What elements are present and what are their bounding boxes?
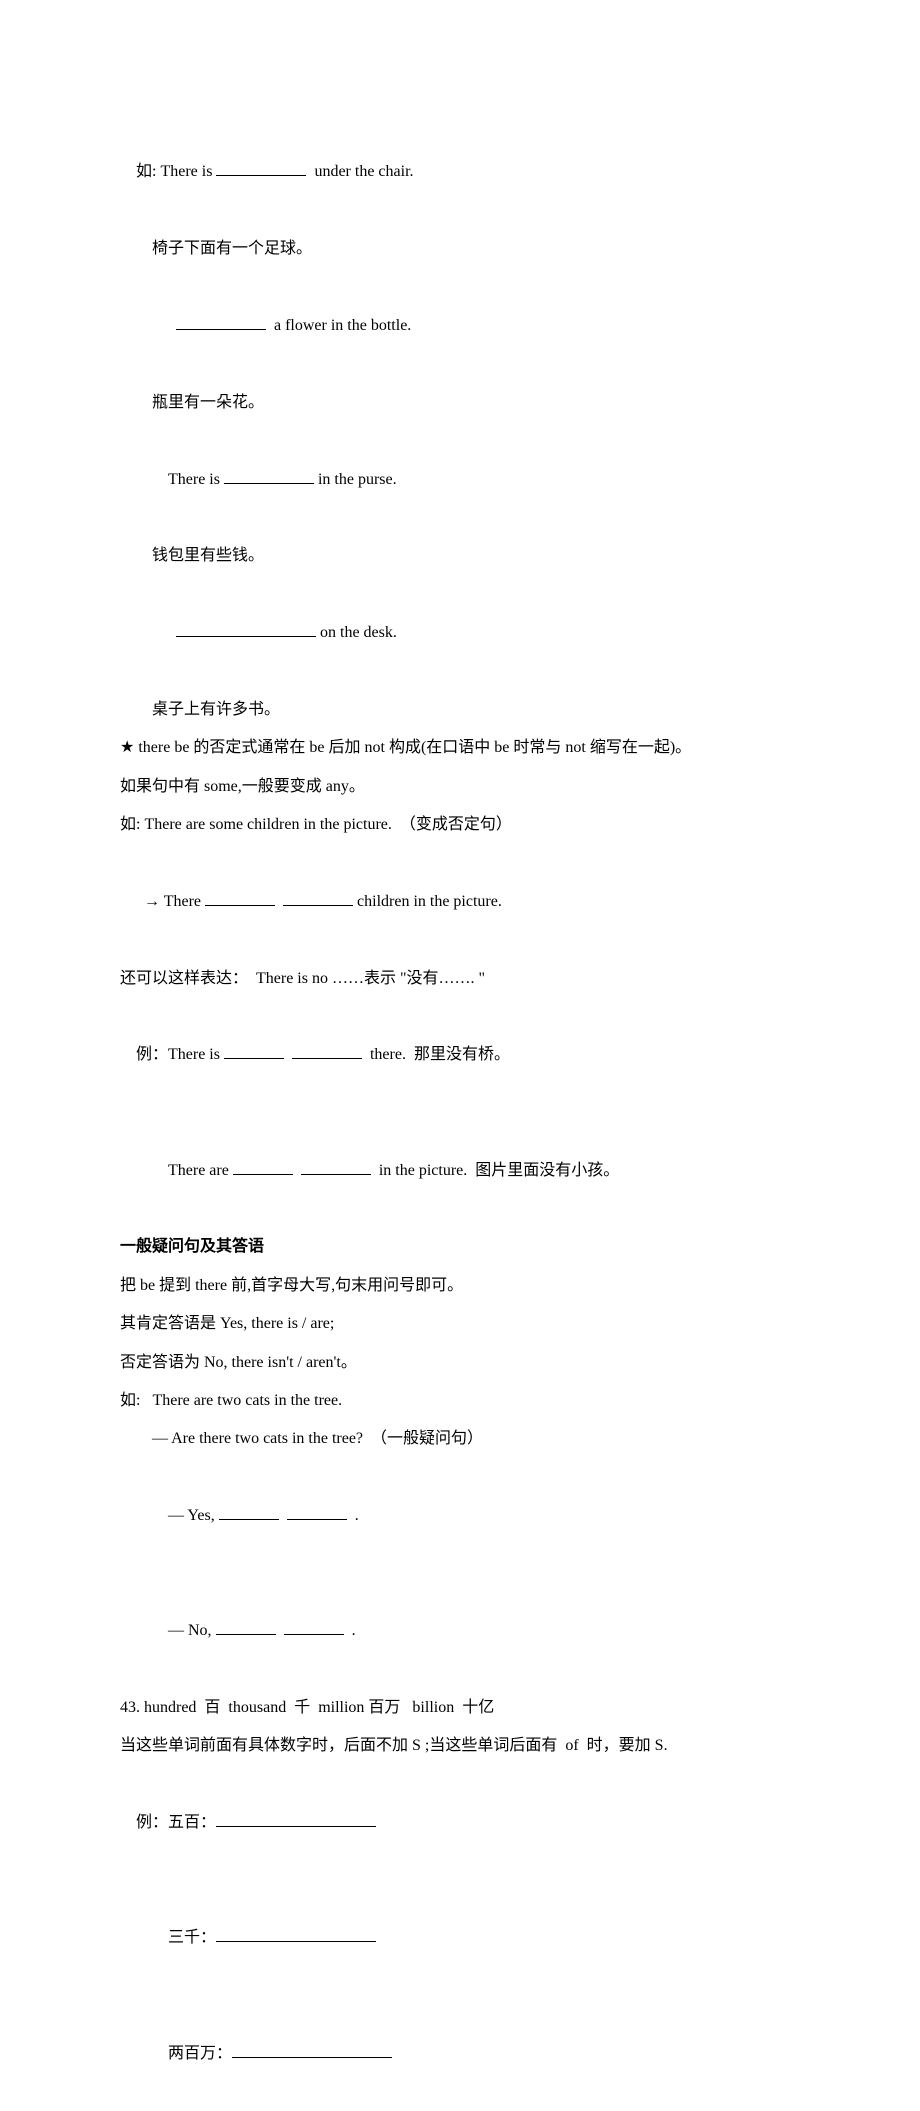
- text: [293, 1162, 301, 1179]
- text-line: 瓶里有一朵花。: [120, 384, 800, 422]
- text: [168, 317, 176, 334]
- text-line: ★ there be 的否定式通常在 be 后加 not 构成(在口语中 be …: [120, 729, 800, 767]
- blank-fill: [216, 1810, 376, 1827]
- text: 例：五百：: [136, 1814, 216, 1831]
- text-line: on the desk.: [120, 576, 800, 691]
- text-line: 钱包里有些钱。: [120, 537, 800, 575]
- text-line: There is in the purse.: [120, 422, 800, 537]
- blank-fill: [176, 313, 266, 330]
- text-line: 其肯定答语是 Yes, there is / are;: [120, 1305, 800, 1343]
- text-line: 当这些单词前面有具体数字时，后面不加 S ;当这些单词后面有 of 时，要加 S…: [120, 1727, 800, 1765]
- blank-fill: [224, 467, 314, 484]
- text: 例：There is: [136, 1046, 224, 1063]
- text-line: 如: There are some children in the pictur…: [120, 806, 800, 844]
- blank-fill: [176, 620, 316, 637]
- blank-fill: [216, 1618, 276, 1635]
- text: There are: [168, 1162, 233, 1179]
- text: [279, 1507, 287, 1524]
- blank-fill: [232, 2041, 392, 2058]
- blank-fill: [287, 1503, 347, 1520]
- text: 两百万：: [168, 2045, 232, 2062]
- text: there. 那里没有桥。: [362, 1046, 510, 1063]
- text-line: There are in the picture. 图片里面没有小孩。: [120, 1113, 800, 1228]
- blank-fill: [224, 1042, 284, 1059]
- text-line: 把 be 提到 there 前,首字母大写,句末用问号即可。: [120, 1267, 800, 1305]
- text: There is: [168, 471, 224, 488]
- text-line: a flower in the bottle.: [120, 269, 800, 384]
- blank-fill: [283, 889, 353, 906]
- text-line: — Yes, .: [120, 1459, 800, 1574]
- blank-fill: [292, 1042, 362, 1059]
- text-line: 如: There is under the chair.: [120, 115, 800, 230]
- text-line: — Are there two cats in the tree? （一般疑问句…: [120, 1420, 800, 1458]
- text: a flower in the bottle.: [266, 317, 411, 334]
- text: → There: [136, 893, 205, 910]
- text: in the purse.: [314, 471, 397, 488]
- text-line: 桌子上有许多书。: [120, 691, 800, 729]
- text: — Yes,: [168, 1507, 219, 1524]
- text: [275, 893, 283, 910]
- blank-fill: [219, 1503, 279, 1520]
- text: [284, 1046, 292, 1063]
- text-line: — No, .: [120, 1574, 800, 1689]
- text-line: 三千：: [120, 1881, 800, 1996]
- text: 如: There is: [136, 163, 216, 180]
- blank-fill: [301, 1158, 371, 1175]
- text-line: 椅子下面有一个足球。: [120, 230, 800, 268]
- document-page: 如: There is under the chair. 椅子下面有一个足球。 …: [0, 0, 920, 1302]
- blank-fill: [233, 1158, 293, 1175]
- text: .: [344, 1622, 356, 1639]
- text: on the desk.: [316, 624, 397, 641]
- text-line: 例：There is there. 那里没有桥。: [120, 998, 800, 1113]
- text: 三千：: [168, 1929, 216, 1946]
- text-line: 两百万：: [120, 1996, 800, 2111]
- text-line: 还可以这样表达： There is no ……表示 "没有……. ": [120, 960, 800, 998]
- section-heading: 一般疑问句及其答语: [120, 1228, 800, 1266]
- text: children in the picture.: [353, 893, 502, 910]
- blank-fill: [216, 159, 306, 176]
- blank-fill: [205, 889, 275, 906]
- text: — No,: [168, 1622, 216, 1639]
- text: .: [347, 1507, 359, 1524]
- text-line: → There children in the picture.: [120, 844, 800, 959]
- blank-fill: [284, 1618, 344, 1635]
- text-line: 43. hundred 百 thousand 千 million 百万 bill…: [120, 1689, 800, 1727]
- text-line: 如果句中有 some,一般要变成 any。: [120, 768, 800, 806]
- text-line: 例：五百：: [120, 1766, 800, 1881]
- text: [168, 624, 176, 641]
- text: [276, 1622, 284, 1639]
- text: under the chair.: [306, 163, 413, 180]
- text-line: 否定答语为 No, there isn't / aren't。: [120, 1344, 800, 1382]
- blank-fill: [216, 1925, 376, 1942]
- text-line: 如: There are two cats in the tree.: [120, 1382, 800, 1420]
- text: in the picture. 图片里面没有小孩。: [371, 1162, 619, 1179]
